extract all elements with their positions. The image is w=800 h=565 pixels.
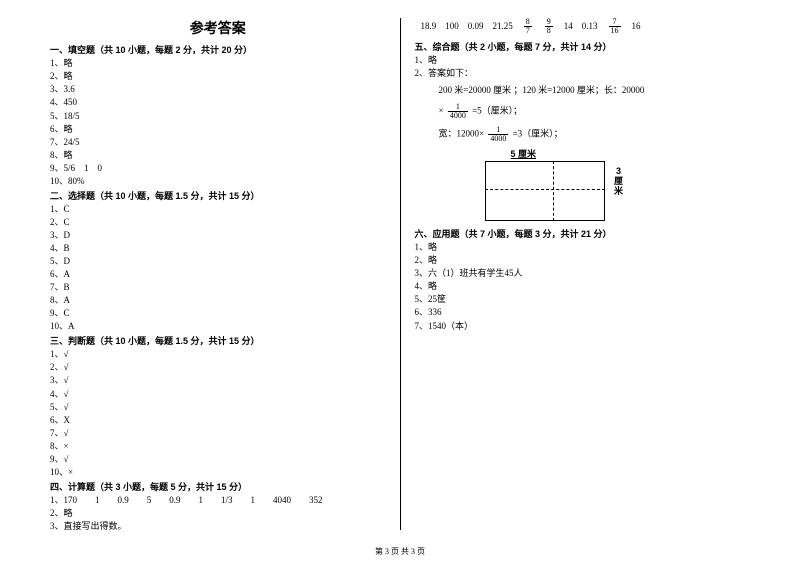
s2-i7: 7、B	[50, 281, 386, 294]
s6-i3: 3、六（1）班共有学生45人	[415, 267, 751, 280]
s2-i5: 5、D	[50, 255, 386, 268]
s3-i4: 4、√	[50, 388, 386, 401]
s1-i3: 3、3.6	[50, 83, 386, 96]
s1-i4: 4、450	[50, 96, 386, 109]
s5-line1a: 200 米=20000 厘米 ；120 米=12000 厘米；长：20000	[415, 84, 751, 97]
s2-i1: 1、C	[50, 203, 386, 216]
s5-l2a: 宽：12000×	[439, 129, 487, 139]
s3-i5: 5、√	[50, 401, 386, 414]
s2-i4: 4、B	[50, 242, 386, 255]
s2-i2: 2、C	[50, 216, 386, 229]
section-1-header: 一、填空题（共 10 小题，每题 2 分，共计 20 分）	[50, 44, 386, 57]
s1-i9: 9、5/6 1 0	[50, 162, 386, 175]
s5-l2b: =3（厘米）；	[513, 129, 563, 139]
s3-i3: 3、√	[50, 374, 386, 387]
s4-i1: 1、170 1 0.9 5 0.9 1 1/3 1 4040 352	[50, 494, 386, 507]
s1-i6: 6、略	[50, 123, 386, 136]
s6-i5: 5、25筐	[415, 293, 751, 306]
s2-i8: 8、A	[50, 294, 386, 307]
s2-i9: 9、C	[50, 307, 386, 320]
diagram-label-right: 3厘米	[613, 167, 625, 197]
page-footer: 第 3 页 共 3 页	[0, 546, 800, 557]
v-g: 16	[632, 20, 641, 33]
doc-title: 参考答案	[50, 18, 386, 38]
left-column: 参考答案 一、填空题（共 10 小题，每题 2 分，共计 20 分） 1、略 2…	[50, 18, 398, 530]
diagram-dash-vertical	[553, 161, 554, 221]
s2-i6: 6、A	[50, 268, 386, 281]
diagram-rect	[485, 161, 605, 221]
s6-i1: 1、略	[415, 241, 751, 254]
s3-i10: 10、×	[50, 466, 386, 479]
section-6-header: 六、应用题（共 7 小题，每题 3 分，共计 21 分）	[415, 228, 751, 241]
s2-i3: 3、D	[50, 229, 386, 242]
v-b: 100	[445, 20, 459, 33]
section-2-header: 二、选择题（共 10 小题，每题 1.5 分，共计 15 分）	[50, 190, 386, 203]
s6-i4: 4、略	[415, 280, 751, 293]
s5-l1b: ×	[439, 106, 446, 116]
s1-i5: 5、18/5	[50, 110, 386, 123]
s6-i6: 6、336	[415, 306, 751, 319]
v-e: 14	[564, 20, 573, 33]
v-a: 18.9	[421, 20, 437, 33]
s6-i2: 2、略	[415, 254, 751, 267]
s5-i1: 1、略	[415, 54, 751, 67]
s5-frac1: 14000	[448, 103, 468, 120]
frac-3: 716	[609, 18, 621, 35]
v-d: 21.25	[493, 20, 513, 33]
page-container: 参考答案 一、填空题（共 10 小题，每题 2 分，共计 20 分） 1、略 2…	[0, 0, 800, 530]
s1-i8: 8、略	[50, 149, 386, 162]
s5-l1c: =5（厘米）；	[472, 106, 522, 116]
s3-i9: 9、√	[50, 453, 386, 466]
diagram-label-top: 5 厘米	[511, 148, 537, 161]
v-f: 0.13	[582, 20, 598, 33]
s1-i7: 7、24/5	[50, 136, 386, 149]
section-4-header: 四、计算题（共 3 小题，每题 5 分，共计 15 分）	[50, 481, 386, 494]
s5-frac2: 14000	[488, 126, 508, 143]
s4-i3: 3、直接写出得数。	[50, 520, 386, 533]
section-3-header: 三、判断题（共 10 小题，每题 1.5 分，共计 15 分）	[50, 335, 386, 348]
s3-i8: 8、×	[50, 440, 386, 453]
frac-2: 98	[545, 18, 553, 35]
right-column: 18.9 100 0.09 21.25 87 98 14 0.13 716 16…	[403, 18, 751, 530]
s1-i1: 1、略	[50, 57, 386, 70]
frac-1: 87	[524, 18, 532, 35]
column-divider	[400, 18, 401, 530]
s5-i2: 2、答案如下：	[415, 67, 751, 80]
s5-line1-frac: × 14000 =5（厘米）；	[415, 103, 751, 120]
s1-i2: 2、略	[50, 70, 386, 83]
s3-i6: 6、X	[50, 414, 386, 427]
s5-line2: 宽：12000× 14000 =3（厘米）；	[415, 126, 751, 143]
s1-i10: 10、80%	[50, 175, 386, 188]
section-5-header: 五、综合题（共 2 小题，每题 7 分，共计 14 分）	[415, 41, 751, 54]
s3-i2: 2、√	[50, 361, 386, 374]
s4-i2: 2、略	[50, 507, 386, 520]
s3-i1: 1、√	[50, 348, 386, 361]
s2-i10: 10、A	[50, 320, 386, 333]
v-c: 0.09	[468, 20, 484, 33]
s6-i7: 7、1540（本）	[415, 320, 751, 333]
diagram-dash-horizontal	[485, 189, 605, 190]
rectangle-diagram: 5 厘米 3厘米	[485, 149, 635, 224]
s3-i7: 7、√	[50, 427, 386, 440]
calc-row: 18.9 100 0.09 21.25 87 98 14 0.13 716 16	[415, 18, 751, 35]
